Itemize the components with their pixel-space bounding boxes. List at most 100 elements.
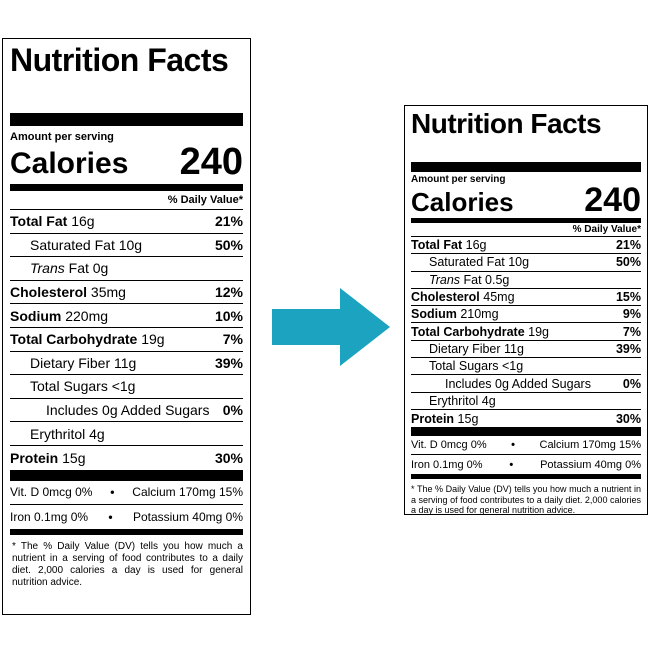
nutrient-amount: 16g [71, 213, 95, 230]
nutrient-amount: 15g [457, 411, 479, 426]
nutrient-pct: 7% [222, 331, 243, 348]
sodium-row: Sodium 220mg 10% [10, 304, 243, 328]
nutrition-label-after: Nutrition Facts Amount per serving Calor… [404, 105, 648, 515]
nutrient-name: Sodium [10, 307, 62, 324]
nutrient-pct: 30% [615, 411, 641, 426]
thick-rule [411, 427, 641, 437]
saturated-fat-row: Saturated Fat 10g 50% [411, 254, 641, 272]
trans-fat-row: Trans Fat 0.5g [411, 272, 641, 289]
nutrient-name: Protein [10, 449, 59, 466]
calcium: Calcium 170mg 15% [132, 485, 243, 500]
nutrient-pct: 30% [214, 449, 243, 466]
nutrient-name: Cholesterol [411, 290, 480, 305]
nutrient-name: Total Fat [411, 238, 463, 253]
nutrient-pct: 15% [615, 290, 641, 305]
calories-label: Calories [411, 187, 514, 217]
nutrient-name: Sodium [411, 307, 457, 322]
nutrient-amount: 35mg [90, 284, 126, 301]
nutrient-amount: 19g [141, 331, 165, 348]
medium-rule [411, 474, 641, 480]
calcium: Calcium 170mg 15% [539, 439, 642, 452]
daily-value-header: % Daily Value* [10, 191, 243, 210]
nutrient-name: Saturated Fat 10g [30, 236, 143, 253]
calories-row: Calories 240 [411, 181, 641, 219]
medium-rule [411, 218, 641, 223]
nutrient-pct: 9% [622, 307, 641, 322]
trans-italic: Trans [30, 260, 65, 277]
nutrient-amount: 16g [465, 238, 487, 253]
vitamin-row: Vit. D 0mcg 0% • Calcium 170mg 15% [10, 481, 243, 505]
thick-rule [10, 469, 243, 481]
dietary-fiber-row: Dietary Fiber 11g 39% [10, 352, 243, 376]
nutrient-name: Includes 0g Added Sugars [445, 376, 591, 391]
label-title: Nutrition Facts [10, 42, 229, 78]
nutrient-amount: 19g [528, 324, 550, 339]
nutrient-name: Saturated Fat 10g [429, 255, 530, 270]
medium-rule [10, 528, 243, 535]
amount-per-serving: Amount per serving [10, 131, 114, 143]
nutrient-pct: 39% [615, 341, 641, 356]
vitamin-d: Vit. D 0mcg 0% [10, 485, 93, 500]
nutrient-name: Dietary Fiber 11g [429, 341, 524, 356]
vitamin-row: Vit. D 0mcg 0% • Calcium 170mg 15% [411, 436, 642, 456]
nutrient-name: Dietary Fiber 11g [30, 354, 137, 371]
nutrient-pct: 21% [615, 238, 641, 253]
nutrient-name: Fat 0g [68, 260, 109, 277]
nutrient-pct: 50% [214, 236, 243, 253]
nutrient-amount: 45mg [483, 290, 515, 305]
erythritol-row: Erythritol 4g [411, 393, 641, 410]
bullet: • [509, 458, 514, 471]
calories-row: Calories 240 [10, 141, 243, 183]
nutrient-pct: 0% [222, 402, 243, 419]
mineral-row: Iron 0.1mg 0% • Potassium 40mg 0% [411, 455, 641, 474]
bullet: • [110, 485, 115, 500]
iron: Iron 0.1mg 0% [411, 458, 483, 471]
nutrient-name: Protein [411, 411, 455, 426]
potassium: Potassium 40mg 0% [132, 509, 243, 524]
trans-fat-row: Trans Fat 0g [10, 257, 243, 281]
total-fat-row: Total Fat 16g 21% [10, 210, 243, 234]
nutrient-name: Total Sugars <1g [429, 359, 524, 374]
calories-value: 240 [179, 141, 243, 183]
footnote: * The % Daily Value (DV) tells you how m… [12, 540, 243, 588]
nutrition-label-before: Nutrition Facts Amount per serving Calor… [2, 38, 251, 615]
nutrient-name: Total Sugars <1g [30, 378, 136, 395]
total-sugars-row: Total Sugars <1g [411, 358, 641, 376]
mineral-row: Iron 0.1mg 0% • Potassium 40mg 0% [10, 505, 243, 529]
added-sugars-row: Includes 0g Added Sugars 0% [411, 375, 641, 393]
nutrient-name: Erythritol 4g [30, 425, 105, 442]
nutrient-pct: 39% [214, 354, 243, 371]
bullet: • [108, 509, 113, 524]
cholesterol-row: Cholesterol 45mg 15% [411, 289, 641, 307]
nutrient-amount: 15g [62, 449, 86, 466]
erythritol-row: Erythritol 4g [10, 422, 243, 446]
thick-rule [10, 113, 243, 126]
total-carbohydrate-row: Total Carbohydrate 19g 7% [10, 328, 243, 352]
amount-per-serving: Amount per serving [411, 174, 506, 185]
daily-value-header: % Daily Value* [411, 223, 641, 237]
vitamin-d: Vit. D 0mcg 0% [411, 439, 487, 452]
medium-rule [10, 184, 243, 191]
nutrient-pct: 0% [622, 376, 641, 391]
nutrient-name: Erythritol 4g [429, 393, 496, 408]
footnote: * The % Daily Value (DV) tells you how m… [411, 484, 641, 516]
calories-value: 240 [584, 181, 641, 219]
iron: Iron 0.1mg 0% [10, 509, 89, 524]
nutrient-pct: 21% [214, 213, 243, 230]
nutrient-pct: 7% [622, 324, 641, 339]
total-carbohydrate-row: Total Carbohydrate 19g 7% [411, 323, 641, 341]
nutrient-pct: 12% [214, 284, 243, 301]
cholesterol-row: Cholesterol 35mg 12% [10, 281, 243, 305]
protein-row: Protein 15g 30% [10, 446, 243, 470]
nutrient-name: Total Carbohydrate [411, 324, 525, 339]
total-sugars-row: Total Sugars <1g [10, 375, 243, 399]
protein-row: Protein 15g 30% [411, 410, 641, 427]
added-sugars-row: Includes 0g Added Sugars 0% [10, 399, 243, 423]
thick-rule [411, 162, 641, 172]
total-fat-row: Total Fat 16g 21% [411, 237, 641, 255]
right-arrow-icon [272, 288, 390, 366]
nutrient-name: Includes 0g Added Sugars [46, 402, 210, 419]
nutrient-name: Cholesterol [10, 284, 88, 301]
sodium-row: Sodium 210mg 9% [411, 306, 641, 324]
nutrient-name: Total Fat [10, 213, 68, 230]
